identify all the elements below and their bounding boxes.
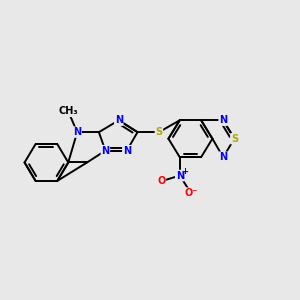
Text: O⁻: O⁻ bbox=[184, 188, 198, 198]
Text: CH₃: CH₃ bbox=[58, 106, 78, 116]
Text: O: O bbox=[157, 176, 165, 186]
Text: N: N bbox=[176, 171, 184, 181]
Text: S: S bbox=[155, 127, 163, 137]
Text: N: N bbox=[101, 146, 110, 156]
Text: N: N bbox=[73, 127, 81, 137]
Text: +: + bbox=[182, 167, 189, 176]
Text: N: N bbox=[219, 115, 227, 125]
Text: N: N bbox=[176, 171, 184, 181]
Text: S: S bbox=[231, 134, 238, 144]
Text: N: N bbox=[219, 152, 227, 162]
Text: N: N bbox=[115, 115, 123, 125]
Text: N: N bbox=[123, 146, 131, 156]
